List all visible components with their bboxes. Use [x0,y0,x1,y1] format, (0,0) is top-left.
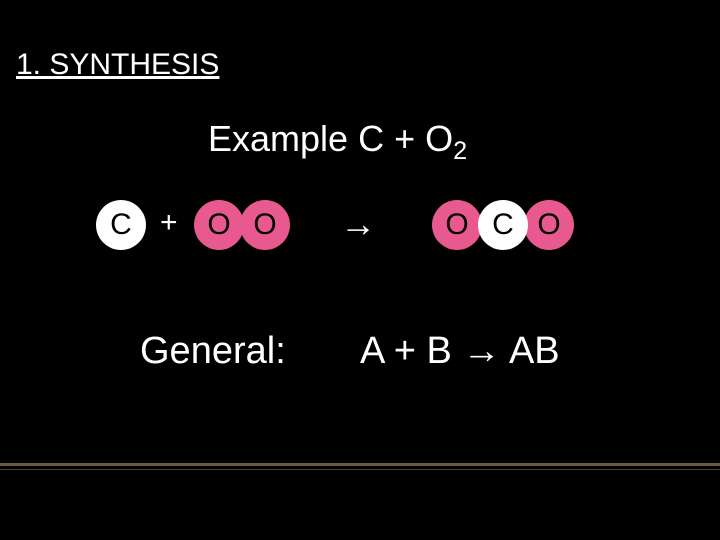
product-oxygen-atom-2: O [524,200,574,250]
product-oxygen-atom-1: O [432,200,482,250]
product-carbon-atom: C [478,200,528,250]
atom-label: C [110,208,132,242]
general-formula: A + B → AB [360,330,560,373]
atom-label: O [207,208,230,242]
footer-divider-top [0,463,720,466]
general-formula-b: AB [509,330,560,372]
section-heading: 1. SYNTHESIS [16,48,219,82]
subtitle-prefix: Example C + O [208,118,453,159]
plus-operator: + [160,206,178,240]
atom-label: O [445,208,468,242]
reactant-oxygen-atom-2: O [240,200,290,250]
footer-divider-bottom [0,469,720,470]
atom-label: C [492,208,514,242]
atom-label: O [537,208,560,242]
reaction-arrow: → [340,203,376,245]
reactant-oxygen-atom-1: O [194,200,244,250]
example-subtitle: Example C + O2 [208,118,467,166]
general-formula-a: A + B [360,330,452,372]
reactant-carbon-atom: C [96,200,146,250]
general-formula-arrow: → [462,330,500,372]
atom-label: O [253,208,276,242]
general-label: General: [140,330,286,373]
subtitle-subscript: 2 [453,137,467,165]
